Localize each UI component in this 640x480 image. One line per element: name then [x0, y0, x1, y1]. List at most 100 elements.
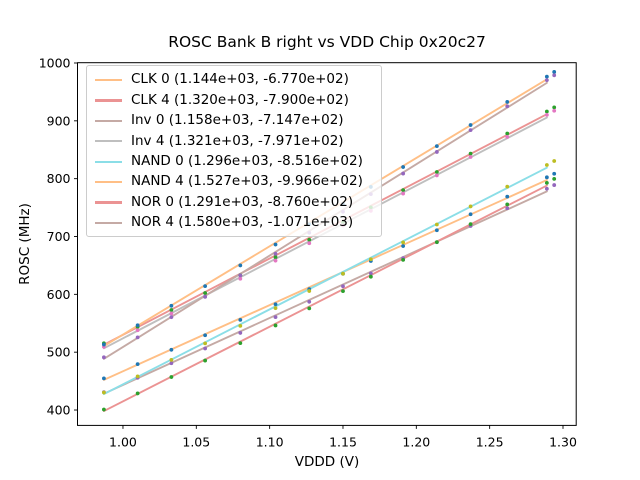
scatter-point-nand-4 — [135, 323, 140, 328]
legend-swatch — [95, 78, 122, 82]
fit-lines — [102, 78, 548, 412]
scatter-points — [102, 70, 557, 412]
scatter-point-nand-0 — [135, 374, 140, 379]
scatter-point-nand-4 — [468, 123, 473, 127]
scatter-point-nor-4 — [401, 171, 406, 176]
scatter-point-nor-4 — [505, 104, 510, 109]
scatter-point-inv-0 — [552, 183, 557, 187]
scatter-point-nor-4 — [434, 150, 439, 154]
legend-label: Inv 0 (1.158e+03, -7.147e+02) — [131, 112, 344, 129]
scatter-point-nand-4 — [169, 303, 174, 308]
legend-label: NOR 4 (1.580e+03, -1.071e+03) — [131, 214, 354, 231]
scatter-point-nand-4 — [505, 100, 510, 104]
scatter-point-inv-0 — [273, 315, 278, 320]
legend-label: CLK 0 (1.144e+03, -6.770e+02) — [131, 71, 349, 88]
scatter-point-nand-0 — [102, 390, 106, 395]
scatter-point-clk-4 — [434, 170, 439, 174]
legend-label: NAND 4 (1.527e+03, -9.966e+02) — [131, 173, 363, 190]
scatter-point-nor-0 — [368, 274, 373, 279]
scatter-point-clk-0 — [203, 333, 208, 338]
scatter-point-inv-0 — [307, 299, 312, 304]
scatter-point-nor-0 — [401, 257, 406, 262]
scatter-point-inv-0 — [238, 331, 243, 335]
x-tick-label: 1.20 — [402, 435, 430, 450]
y-tick-label: 500 — [47, 345, 71, 360]
scatter-point-inv-4 — [273, 258, 278, 263]
scatter-point-clk-0 — [505, 194, 510, 199]
legend-item: NOR 0 (1.291e+03, -8.760e+02) — [95, 193, 375, 213]
scatter-point-nor-0 — [505, 202, 510, 207]
axis-ticks: 1.00 1.05 1.10 1.15 1.20 1.25 1.30 400 500 600 700… — [39, 55, 577, 449]
scatter-point-nand-4 — [273, 242, 278, 247]
scatter-point-nand-4 — [102, 342, 106, 347]
scatter-point-inv-0 — [368, 271, 373, 276]
scatter-point-clk-4 — [203, 291, 208, 295]
scatter-point-clk-0 — [273, 302, 278, 307]
scatter-point-clk-4 — [505, 131, 510, 136]
legend-item: Inv 4 (1.321e+03, -7.971e+02) — [95, 131, 375, 151]
scatter-point-nand-0 — [434, 222, 439, 227]
scatter-point-clk-0 — [552, 171, 557, 176]
scatter-point-nor-0 — [169, 375, 174, 379]
legend: CLK 0 (1.144e+03, -6.770e+02) CLK 4 (1.32… — [86, 65, 382, 237]
scatter-point-nor-0 — [307, 306, 312, 311]
scatter-point-nor-4 — [468, 128, 473, 133]
legend-item: NAND 4 (1.527e+03, -9.966e+02) — [95, 172, 375, 192]
scatter-point-nor-4 — [203, 294, 208, 299]
scatter-point-nand-0 — [468, 204, 473, 209]
scatter-point-nand-0 — [203, 341, 208, 346]
scatter-point-nand-4 — [401, 165, 406, 169]
legend-item: CLK 4 (1.320e+03, -7.900e+02) — [95, 90, 375, 110]
scatter-point-clk-0 — [135, 362, 140, 367]
legend-item: Inv 0 (1.158e+03, -7.147e+02) — [95, 111, 375, 131]
scatter-point-inv-0 — [544, 186, 549, 191]
scatter-point-clk-0 — [468, 212, 473, 217]
legend-swatch — [95, 119, 122, 122]
scatter-point-nand-4 — [203, 284, 208, 289]
legend-label: NOR 0 (1.291e+03, -8.760e+02) — [131, 193, 354, 210]
x-tick-label: 1.05 — [182, 435, 210, 450]
scatter-point-nor-0 — [434, 240, 439, 245]
scatter-point-nor-4 — [273, 251, 278, 256]
y-tick-label: 900 — [47, 113, 71, 128]
scatter-point-clk-0 — [238, 317, 243, 322]
scatter-point-clk-4 — [468, 151, 473, 156]
scatter-point-inv-4 — [169, 311, 174, 316]
scatter-point-clk-4 — [401, 188, 406, 193]
fit-line-nor-0 — [102, 184, 548, 412]
x-tick-label: 1.25 — [476, 435, 504, 450]
legend-item: NOR 4 (1.580e+03, -1.071e+03) — [95, 213, 375, 233]
scatter-point-inv-4 — [552, 108, 557, 113]
legend-swatch — [95, 221, 122, 225]
scatter-point-inv-0 — [505, 206, 510, 211]
scatter-point-clk-4 — [552, 105, 557, 110]
scatter-point-nand-0 — [544, 163, 549, 167]
scatter-point-nor-4 — [552, 73, 557, 78]
scatter-point-nor-4 — [238, 273, 243, 278]
scatter-point-inv-4 — [434, 173, 439, 178]
scatter-point-nor-0 — [341, 289, 345, 294]
plot-area — [77, 62, 577, 426]
scatter-point-clk-4 — [169, 308, 174, 312]
fit-line-inv-0 — [102, 190, 548, 395]
scatter-point-nor-4 — [544, 78, 549, 83]
legend-swatch — [95, 201, 122, 204]
legend-swatch — [95, 181, 122, 184]
scatter-point-nor-4 — [135, 335, 140, 340]
scatter-point-nor-0 — [552, 176, 557, 181]
x-axis-label: VDDD (V) — [295, 454, 359, 470]
y-tick-label: 800 — [47, 171, 71, 186]
y-tick-label: 700 — [47, 229, 71, 244]
scatter-point-inv-4 — [468, 155, 473, 159]
scatter-point-nor-0 — [238, 341, 243, 345]
scatter-point-nor-0 — [544, 180, 549, 185]
scatter-point-nand-0 — [273, 306, 278, 311]
legend-label: NAND 0 (1.296e+03, -8.516e+02) — [131, 152, 363, 169]
scatter-point-nand-0 — [307, 289, 312, 293]
x-tick-label: 1.30 — [549, 435, 577, 450]
scatter-point-inv-4 — [135, 328, 140, 333]
scatter-point-clk-0 — [434, 228, 439, 233]
legend-swatch — [95, 160, 122, 163]
